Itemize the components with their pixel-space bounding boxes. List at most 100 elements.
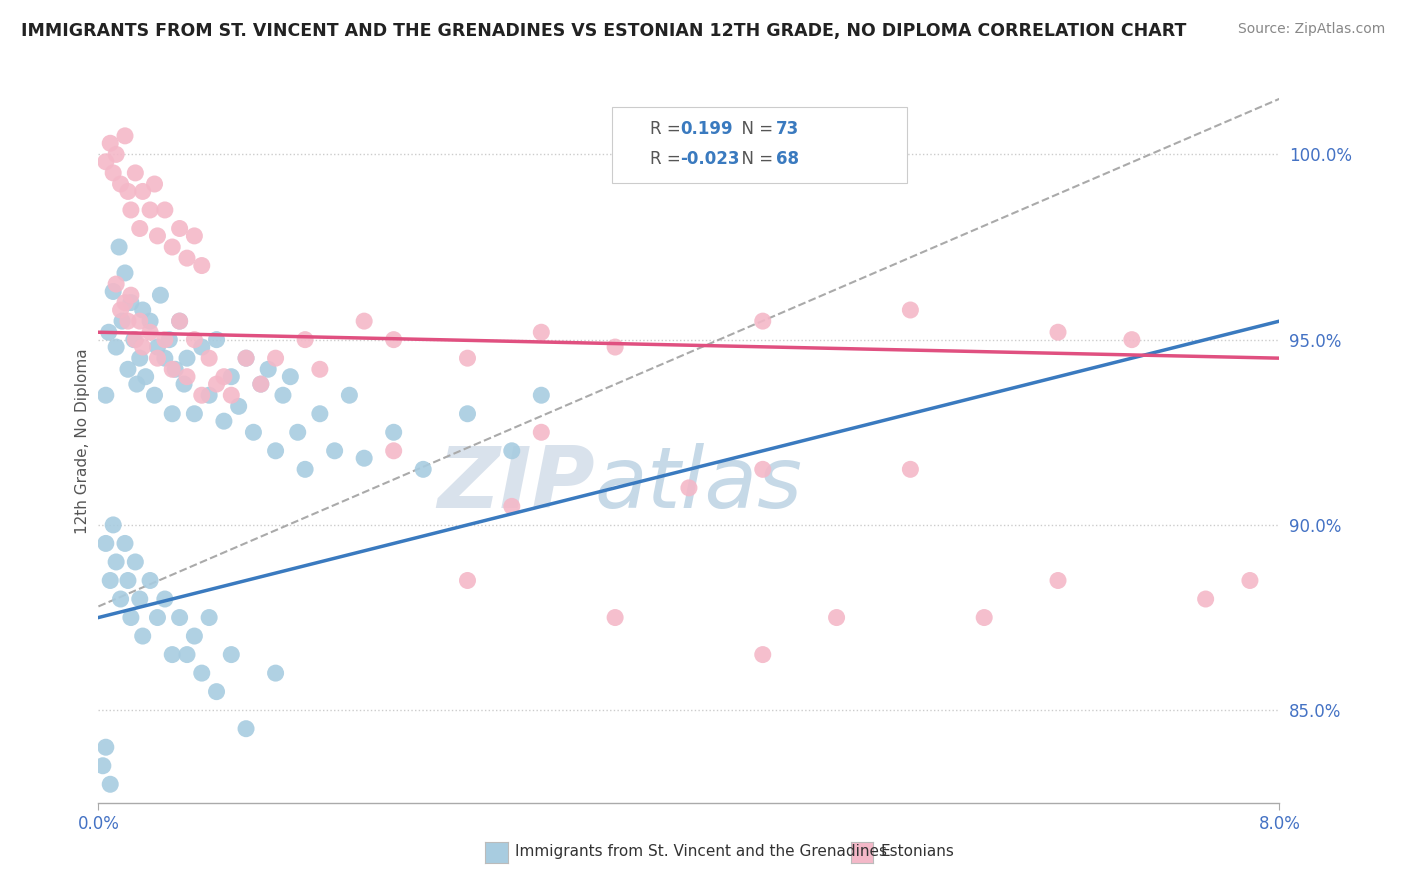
Point bbox=[108, 240, 131, 254]
Point bbox=[153, 592, 176, 607]
Point bbox=[120, 610, 142, 624]
Point bbox=[176, 351, 198, 366]
Point bbox=[169, 314, 191, 328]
Point bbox=[135, 369, 157, 384]
Point bbox=[530, 325, 553, 339]
Point bbox=[105, 277, 128, 291]
Point bbox=[1195, 592, 1218, 607]
Point bbox=[228, 400, 250, 414]
Point bbox=[1046, 574, 1070, 588]
Point bbox=[165, 362, 187, 376]
Point bbox=[183, 228, 205, 243]
Point bbox=[250, 377, 273, 392]
Point bbox=[105, 340, 128, 354]
Point bbox=[124, 333, 146, 347]
Point bbox=[143, 177, 166, 191]
Point bbox=[235, 351, 257, 366]
Point bbox=[323, 443, 346, 458]
Point bbox=[198, 388, 221, 402]
Point bbox=[271, 388, 294, 402]
Point bbox=[153, 351, 176, 366]
Point bbox=[457, 574, 479, 588]
Point bbox=[157, 333, 180, 347]
Point bbox=[183, 407, 205, 421]
Point bbox=[120, 202, 142, 217]
Point bbox=[103, 517, 125, 532]
Point bbox=[280, 369, 302, 384]
Point bbox=[94, 388, 117, 402]
Point bbox=[287, 425, 309, 440]
Point bbox=[146, 340, 169, 354]
Text: 68: 68 bbox=[776, 150, 799, 168]
Point bbox=[124, 166, 146, 180]
Point bbox=[110, 303, 132, 318]
Point bbox=[97, 325, 120, 339]
Point bbox=[105, 555, 128, 569]
Text: R =: R = bbox=[650, 120, 686, 138]
Point bbox=[105, 147, 128, 161]
Point bbox=[183, 333, 205, 347]
Point bbox=[94, 536, 117, 550]
Point bbox=[309, 362, 332, 376]
Y-axis label: 12th Grade, No Diploma: 12th Grade, No Diploma bbox=[75, 349, 90, 534]
Point bbox=[132, 340, 155, 354]
Point bbox=[110, 592, 132, 607]
Point bbox=[1046, 325, 1070, 339]
Point bbox=[146, 610, 169, 624]
Point bbox=[212, 369, 235, 384]
Point bbox=[264, 351, 287, 366]
Point bbox=[212, 414, 235, 428]
Point bbox=[114, 128, 136, 143]
Point bbox=[191, 388, 214, 402]
Point bbox=[294, 462, 316, 476]
Point bbox=[205, 377, 228, 392]
Point bbox=[176, 369, 198, 384]
Point bbox=[353, 451, 375, 466]
Point bbox=[125, 377, 148, 392]
Point bbox=[294, 333, 316, 347]
Point bbox=[98, 574, 121, 588]
Point bbox=[143, 388, 166, 402]
Point bbox=[205, 684, 228, 698]
Point bbox=[176, 251, 198, 265]
Point bbox=[752, 314, 775, 328]
Point bbox=[139, 314, 162, 328]
Point bbox=[457, 407, 479, 421]
Point bbox=[176, 648, 198, 662]
Point bbox=[103, 285, 125, 299]
Point bbox=[221, 648, 243, 662]
Point bbox=[128, 592, 150, 607]
Point bbox=[139, 574, 162, 588]
Point bbox=[235, 722, 257, 736]
Point bbox=[162, 362, 183, 376]
Point bbox=[678, 481, 700, 495]
Point bbox=[530, 388, 553, 402]
Point bbox=[191, 666, 214, 681]
Point bbox=[139, 202, 162, 217]
Text: 73: 73 bbox=[776, 120, 800, 138]
Text: N =: N = bbox=[731, 150, 779, 168]
Point bbox=[752, 462, 775, 476]
Point bbox=[153, 202, 176, 217]
Point bbox=[98, 777, 121, 791]
Point bbox=[250, 377, 273, 392]
Point bbox=[235, 351, 257, 366]
Point bbox=[382, 333, 405, 347]
Text: Estonians: Estonians bbox=[880, 845, 955, 859]
Point bbox=[605, 610, 627, 624]
Point bbox=[264, 443, 287, 458]
Point bbox=[91, 758, 114, 772]
Point bbox=[132, 303, 155, 318]
Text: -0.023: -0.023 bbox=[681, 150, 740, 168]
Point bbox=[198, 351, 221, 366]
Point bbox=[169, 610, 191, 624]
Text: atlas: atlas bbox=[595, 443, 803, 526]
Text: R =: R = bbox=[650, 150, 686, 168]
Point bbox=[191, 259, 214, 273]
Point bbox=[162, 648, 183, 662]
Point bbox=[114, 295, 136, 310]
Point bbox=[382, 425, 405, 440]
Point bbox=[221, 388, 243, 402]
Point bbox=[153, 333, 176, 347]
Text: N =: N = bbox=[731, 120, 779, 138]
